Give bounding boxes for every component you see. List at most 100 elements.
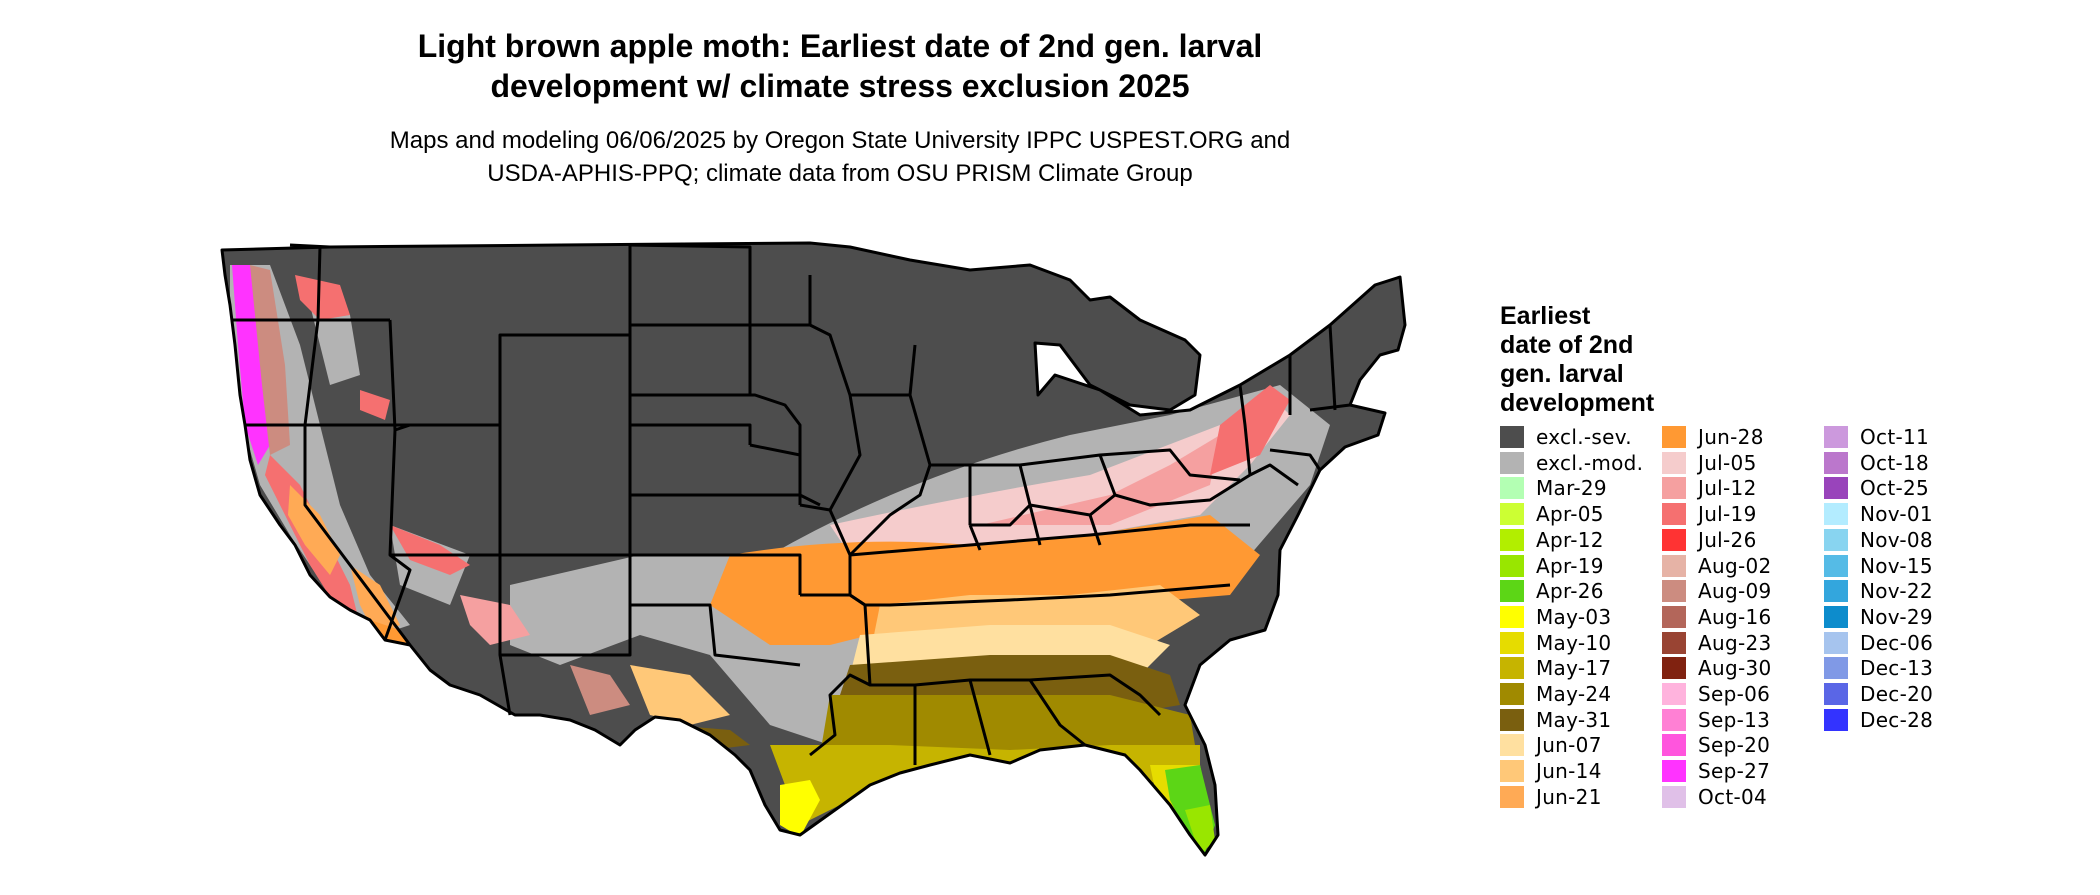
legend-label: Apr-19 (1536, 553, 1604, 578)
legend-label: Sep-06 (1698, 682, 1771, 706)
legend-label: Dec-28 (1860, 707, 1934, 732)
legend-label: May-03 (1536, 604, 1612, 629)
legend-label: Aug-02 (1698, 553, 1772, 578)
legend-label: Sep-13 (1698, 707, 1771, 732)
legend-item: Aug-09 (1662, 579, 1772, 604)
legend-swatch (1662, 528, 1686, 551)
legend-item: Jul-26 (1662, 527, 1757, 552)
legend-item: Aug-23 (1662, 630, 1772, 655)
legend-swatch (1824, 580, 1848, 603)
legend-label: Apr-05 (1536, 502, 1604, 527)
legend-swatch (1662, 760, 1686, 783)
legend-item: Oct-04 (1662, 784, 1768, 809)
legend-label: Oct-25 (1860, 476, 1930, 501)
legend-label: Apr-12 (1536, 527, 1604, 552)
legend-item: May-10 (1500, 630, 1612, 655)
legend-swatch (1662, 683, 1686, 705)
legend-swatch (1500, 785, 1524, 808)
legend-label: Nov-22 (1860, 579, 1933, 604)
legend-swatch (1662, 657, 1686, 680)
map-title-line-2: development w/ climate stress exclusion … (490, 68, 1190, 104)
legend-item: excl.-mod. (1500, 450, 1644, 475)
legend-swatch (1500, 477, 1524, 500)
legend-swatch (1662, 451, 1686, 474)
legend-item: Mar-29 (1500, 476, 1607, 500)
legend-label: May-24 (1536, 682, 1612, 706)
legend-label: Aug-23 (1698, 630, 1772, 655)
legend-swatch (1500, 605, 1524, 628)
legend-item: Dec-13 (1824, 656, 1933, 680)
map-subtitle-line-1: Maps and modeling 06/06/2025 by Oregon S… (389, 127, 1291, 154)
legend-swatch (1500, 451, 1524, 474)
legend-item: Sep-13 (1662, 707, 1771, 732)
legend-label: May-10 (1536, 630, 1612, 655)
legend-swatch (1662, 580, 1686, 603)
legend-item: Apr-05 (1500, 502, 1604, 527)
legend-label: Jun-07 (1536, 733, 1602, 758)
legend-label: Jul-26 (1698, 527, 1757, 552)
legend-label: Sep-27 (1698, 759, 1771, 784)
legend-swatch (1500, 657, 1524, 680)
legend-item: Nov-22 (1824, 579, 1933, 604)
legend-item: Oct-25 (1824, 476, 1930, 501)
legend-label: Aug-30 (1698, 656, 1772, 681)
legend-swatch (1662, 605, 1686, 628)
legend-label: Jul-05 (1698, 450, 1757, 475)
legend-swatch (1662, 554, 1686, 577)
legend-item: Aug-30 (1662, 656, 1772, 681)
legend-swatch (1662, 503, 1686, 526)
legend-label: Jun-14 (1536, 759, 1602, 784)
legend-label: Dec-20 (1860, 682, 1934, 706)
legend-item: May-24 (1500, 682, 1612, 706)
legend-item: Apr-12 (1500, 527, 1604, 552)
legend-item: Dec-28 (1824, 707, 1934, 732)
legend-item: Apr-26 (1500, 579, 1604, 604)
legend-label: excl.-mod. (1536, 450, 1644, 475)
legend-item: Aug-16 (1662, 605, 1772, 629)
legend-label: Nov-08 (1860, 527, 1933, 552)
legend-label: May-31 (1536, 707, 1612, 732)
legend-item: Oct-11 (1824, 425, 1929, 449)
legend-item: May-17 (1500, 656, 1611, 680)
legend-swatch (1500, 426, 1524, 448)
legend-item: Dec-20 (1824, 682, 1934, 706)
legend-swatch (1500, 708, 1524, 731)
legend-item: Aug-02 (1662, 553, 1772, 578)
legend-swatch (1662, 477, 1686, 500)
legend-label: Aug-09 (1698, 579, 1772, 604)
legend-item: May-03 (1500, 604, 1612, 629)
legend-item: Sep-27 (1662, 759, 1771, 784)
legend-title-line: gen. larval (1500, 360, 1624, 388)
legend-label: Jun-21 (1536, 784, 1602, 809)
legend-swatch (1824, 631, 1848, 654)
legend-label: Jul-12 (1698, 476, 1757, 501)
legend-title-line: development (1500, 389, 1655, 417)
legend-item: Jun-07 (1500, 733, 1602, 758)
legend-swatch (1500, 580, 1524, 603)
legend-swatch (1662, 734, 1686, 757)
us-map (220, 241, 1407, 857)
legend-swatch (1662, 708, 1686, 731)
legend-item: Jun-28 (1662, 425, 1764, 449)
legend-label: Oct-04 (1698, 784, 1768, 809)
legend-label: Nov-15 (1860, 553, 1933, 578)
legend-swatch (1500, 760, 1524, 783)
legend-item: Nov-29 (1824, 605, 1933, 629)
legend-swatch (1824, 554, 1848, 577)
legend-item: Jul-12 (1662, 476, 1757, 501)
legend-swatch (1824, 657, 1848, 680)
legend-item: Dec-06 (1824, 631, 1933, 655)
legend-title-line: Earliest (1500, 302, 1591, 330)
legend-label: Apr-26 (1536, 579, 1604, 604)
legend-item: Sep-20 (1662, 733, 1770, 757)
legend-item: Sep-06 (1662, 682, 1771, 706)
legend-swatch (1824, 528, 1848, 551)
legend-swatch (1824, 683, 1848, 705)
legend-item: Nov-01 (1824, 502, 1933, 526)
legend-swatch (1824, 503, 1848, 526)
legend-swatch (1500, 631, 1524, 654)
legend-item: Jun-14 (1500, 759, 1602, 784)
legend-swatch (1500, 528, 1524, 551)
legend-swatch (1662, 426, 1686, 448)
legend-label: Oct-18 (1860, 450, 1930, 475)
